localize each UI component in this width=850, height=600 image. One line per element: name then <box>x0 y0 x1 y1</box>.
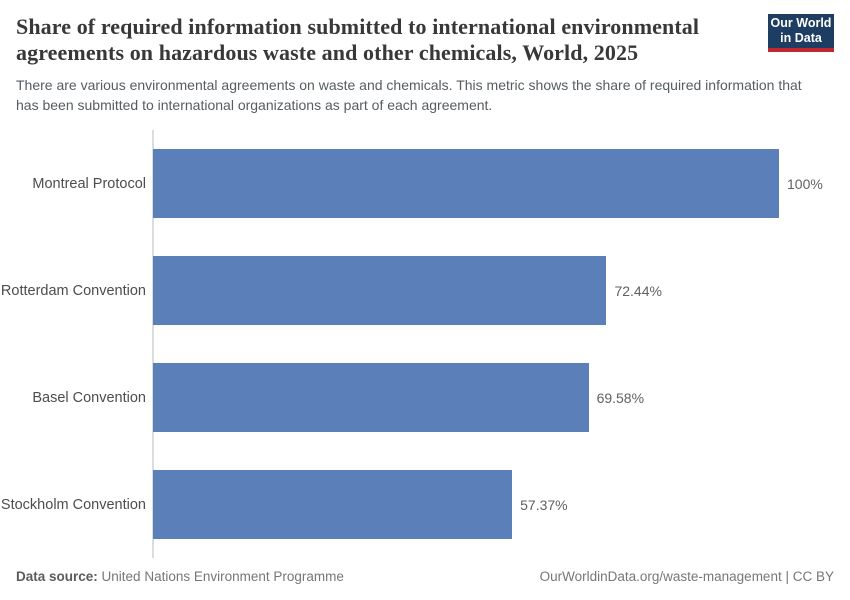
data-source-label: Data source: <box>16 569 98 584</box>
value-label: 69.58% <box>596 389 645 406</box>
owid-logo[interactable]: Our World in Data <box>768 14 834 52</box>
category-label: Basel Convention <box>32 389 146 406</box>
bar-rows: Montreal Protocol 100% Rotterdam Conventio… <box>0 130 850 558</box>
value-label: 57.37% <box>520 496 568 513</box>
category-label: Stockholm Convention <box>0 496 146 513</box>
bar[interactable] <box>153 470 513 540</box>
category-label: Rotterdam Convention <box>0 282 146 299</box>
bar-row: Montreal Protocol 100% <box>0 130 850 237</box>
data-source: Data source: United Nations Environment … <box>16 569 344 584</box>
footer-attribution: OurWorldinData.org/waste-management | CC… <box>540 569 834 584</box>
bar-track: 69.58% <box>153 363 779 433</box>
value-label: 72.44% <box>614 282 662 299</box>
data-source-value: United Nations Environment Programme <box>101 569 344 584</box>
bar-row: Stockholm Convention 57.37% <box>0 451 850 558</box>
bar[interactable] <box>153 363 589 433</box>
y-axis-line <box>152 130 154 559</box>
bar-track: 100% <box>153 149 823 219</box>
bar-chart: Montreal Protocol 100% Rotterdam Conventio… <box>0 130 850 559</box>
bar[interactable] <box>153 256 607 326</box>
bar-track: 72.44% <box>153 256 779 326</box>
owid-logo-line2: in Data <box>780 31 822 45</box>
bar[interactable] <box>153 149 779 219</box>
bar-row: Basel Convention 69.58% <box>0 344 850 451</box>
chart-title: Share of required information submitted … <box>16 14 700 65</box>
category-label: Montreal Protocol <box>32 175 146 192</box>
chart-footer: Data source: United Nations Environment … <box>0 553 850 600</box>
chart-header: Share of required information submitted … <box>0 0 850 115</box>
bar-row: Rotterdam Convention 72.44% <box>0 237 850 344</box>
owid-link[interactable]: OurWorldinData.org/waste-management <box>539 569 782 584</box>
bar-track: 57.37% <box>153 470 779 540</box>
value-label: 100% <box>787 175 823 192</box>
license-label[interactable]: CC BY <box>792 569 834 584</box>
chart-subtitle: There are various environmental agreemen… <box>16 76 802 113</box>
owid-logo-line1: Our World <box>770 16 832 30</box>
footer-separator: | <box>781 569 793 584</box>
